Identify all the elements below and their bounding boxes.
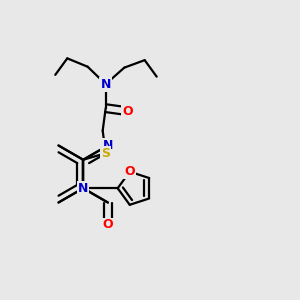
Text: S: S: [101, 147, 110, 160]
Text: O: O: [124, 165, 135, 178]
Text: N: N: [100, 78, 111, 91]
Text: N: N: [78, 182, 88, 195]
Text: N: N: [103, 139, 113, 152]
Text: O: O: [122, 105, 133, 118]
Text: O: O: [103, 218, 113, 232]
